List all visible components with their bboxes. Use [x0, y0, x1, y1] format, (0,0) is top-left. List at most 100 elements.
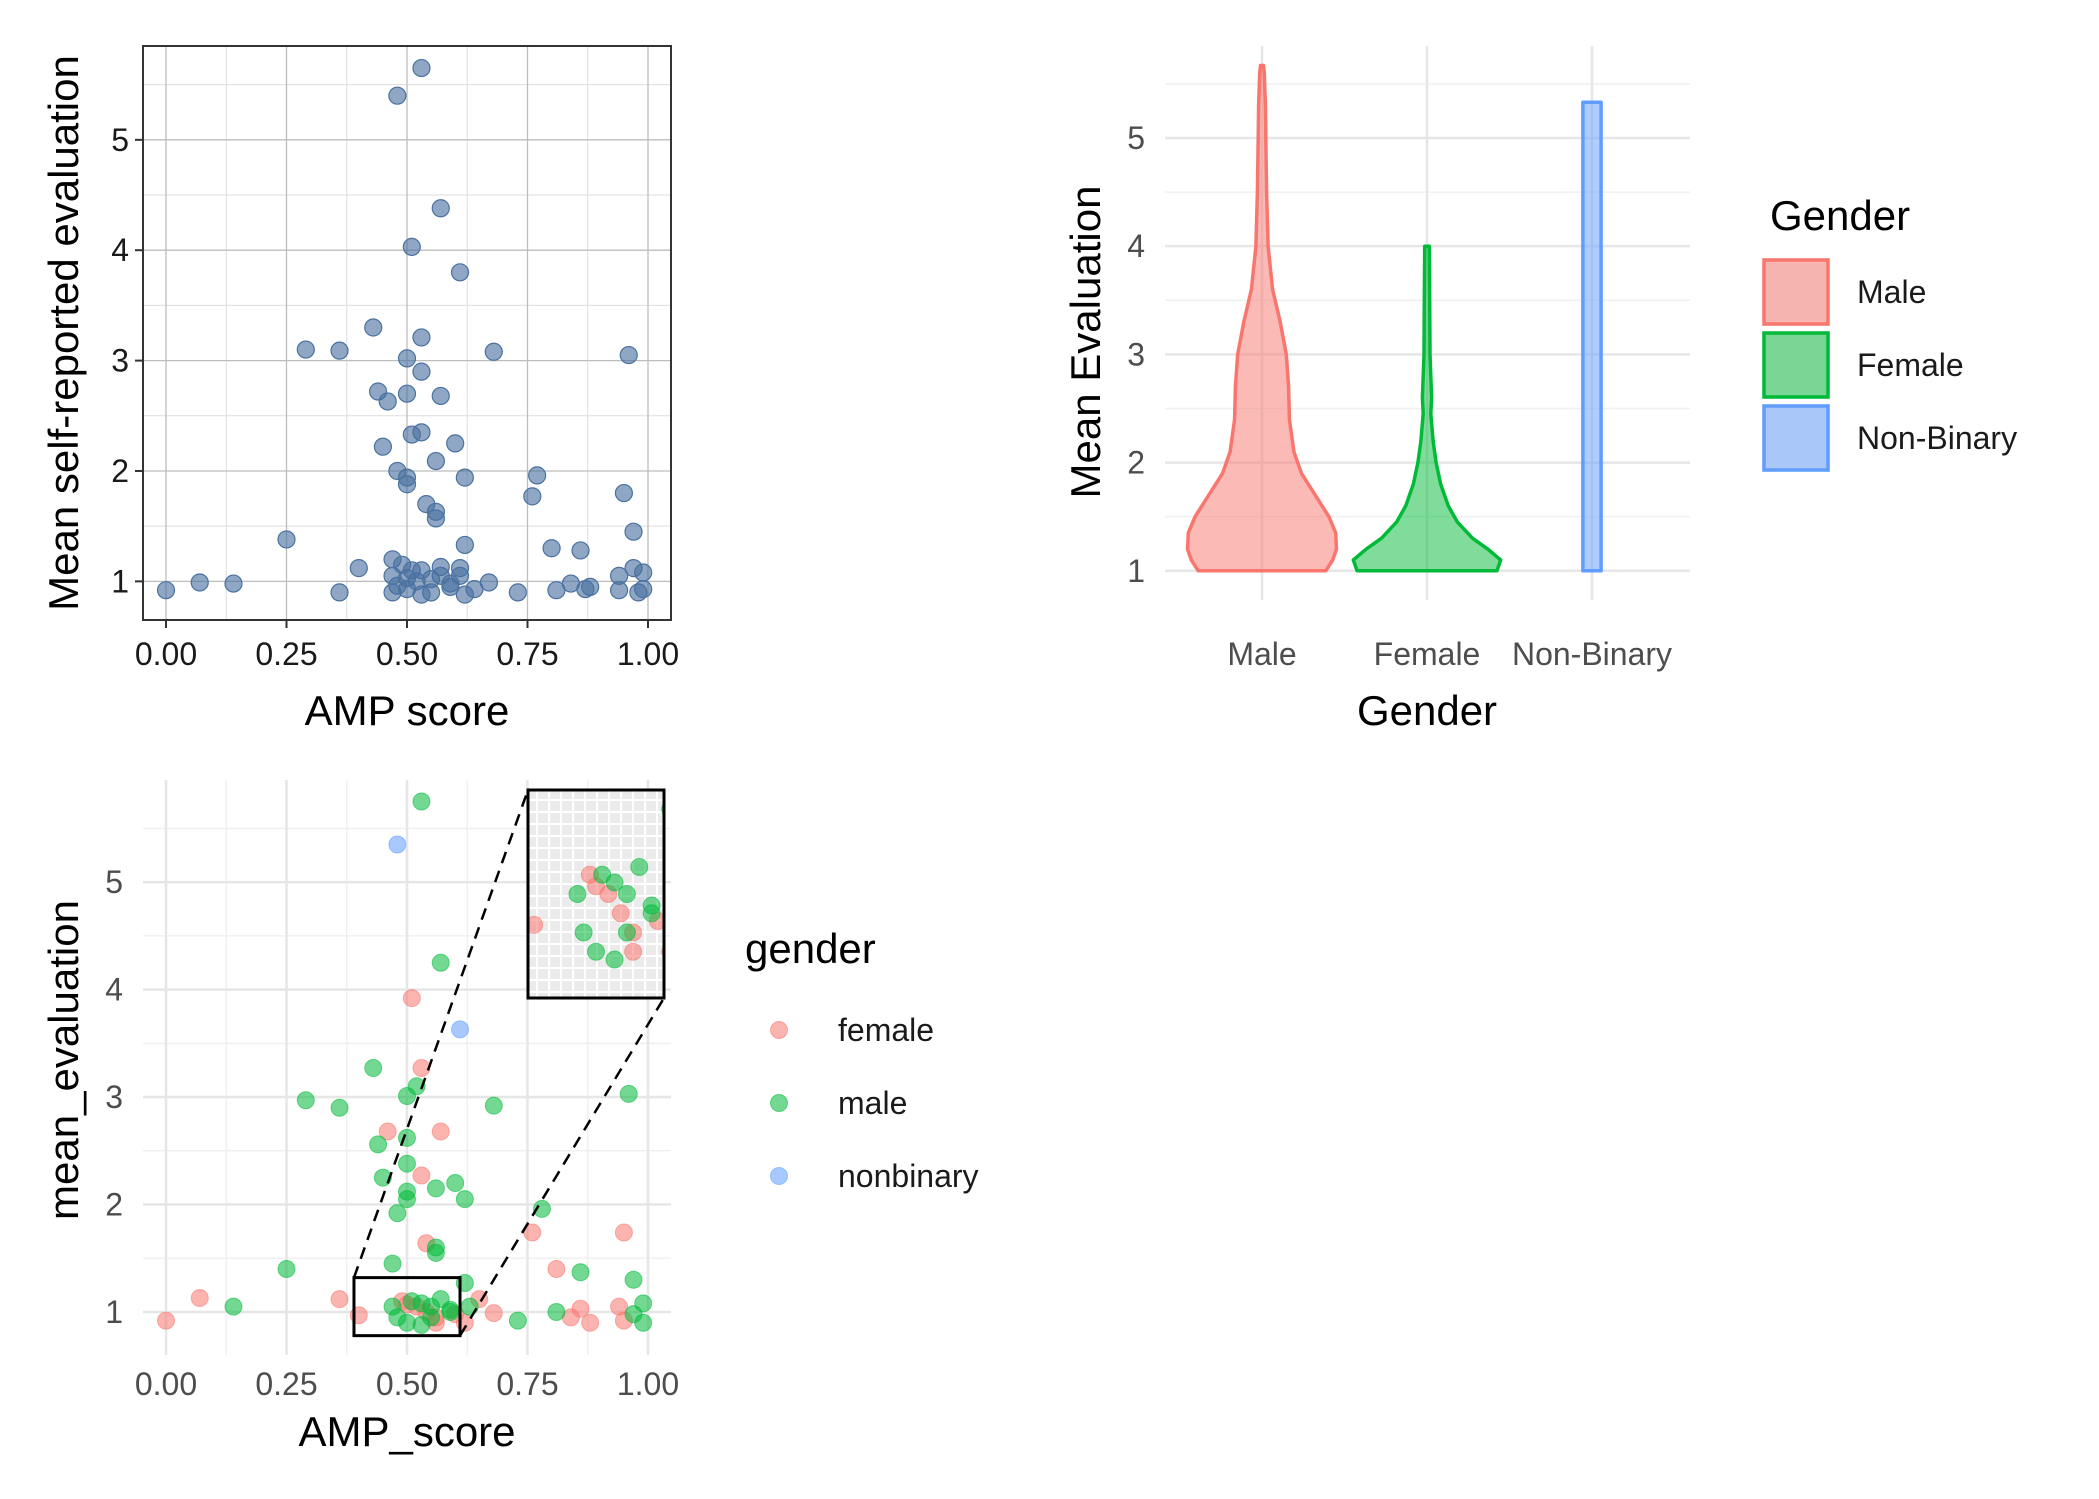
data-point — [614, 483, 634, 503]
violin-non-binary — [1581, 100, 1603, 573]
data-point — [402, 237, 421, 256]
legend-title: gender — [745, 925, 876, 972]
inset-point-male — [642, 896, 661, 915]
y-tick-label: 3 — [105, 1079, 123, 1115]
data-point-male — [446, 1174, 465, 1193]
data-point-female — [581, 1313, 600, 1332]
x-tick-label: 0.25 — [255, 1366, 317, 1402]
y-axis-title: Mean Evaluation — [1062, 186, 1109, 499]
x-tick-label: 0.00 — [135, 636, 197, 672]
data-point-male — [508, 1311, 527, 1330]
zoom-connector — [352, 789, 530, 1279]
y-tick-label: 4 — [1127, 228, 1145, 264]
data-point — [450, 263, 470, 282]
data-point-male — [422, 1308, 441, 1327]
x-tick-label: 0.50 — [376, 1366, 438, 1402]
data-point-male — [547, 1303, 566, 1322]
legend-label: Female — [1857, 347, 1964, 383]
data-point — [523, 487, 542, 506]
x-axis-title: AMP score — [305, 687, 510, 734]
points — [157, 792, 653, 1334]
data-point — [156, 581, 176, 600]
data-point-male — [224, 1297, 243, 1316]
data-point-male — [484, 1096, 503, 1115]
inset-point-male — [617, 885, 636, 903]
legend-key-female — [1762, 331, 1830, 399]
data-point-male — [277, 1260, 296, 1279]
data-point — [431, 386, 450, 406]
legend-title: Gender — [1770, 192, 1910, 239]
data-point — [455, 535, 474, 555]
violins — [1185, 63, 1603, 573]
data-point — [547, 581, 566, 600]
data-point-male — [398, 1086, 416, 1105]
data-point-female — [412, 1059, 431, 1078]
legend-label: nonbinary — [838, 1158, 979, 1194]
x-tick-label: 1.00 — [617, 1366, 679, 1402]
data-point-male — [412, 792, 431, 811]
inset-point-male — [605, 950, 624, 969]
data-point — [624, 522, 643, 541]
zoom-connector — [458, 997, 666, 1337]
y-tick-label: 4 — [105, 972, 123, 1008]
x-tick-label: 0.25 — [255, 636, 317, 672]
data-point-female — [412, 1166, 431, 1185]
legend-label: Non-Binary — [1857, 420, 2017, 456]
data-point — [528, 466, 547, 485]
panel-gender-violin: 1 2 3 4 5 Male Female Non-Binary Gender Mean Ev… — [1062, 46, 2017, 734]
panel-amp-scatter: 0.00 0.25 0.50 0.75 1.00 1 2 3 4 5 AMP score Mean… — [40, 45, 679, 734]
y-axis-title: mean_evaluation — [40, 900, 87, 1220]
data-point — [373, 437, 392, 456]
inset-point-male — [668, 886, 685, 903]
data-point-male — [431, 953, 450, 972]
data-point-male — [369, 1135, 388, 1154]
y-tick-label: 1 — [111, 563, 129, 599]
data-point-male — [330, 1098, 349, 1117]
data-point — [412, 58, 431, 78]
data-point-male — [619, 1084, 638, 1103]
data-point — [412, 328, 431, 347]
x-tick-label: 1.00 — [617, 636, 679, 672]
inset-point-male — [587, 942, 605, 961]
legend-key-female — [770, 1021, 788, 1039]
data-point — [542, 539, 561, 558]
x-tick-label: Non-Binary — [1512, 636, 1672, 672]
legend-label: female — [838, 1012, 934, 1048]
data-point-female — [484, 1304, 503, 1323]
data-point — [508, 583, 527, 602]
data-point-male — [634, 1313, 653, 1332]
data-point — [397, 349, 417, 368]
data-point-male — [441, 1300, 460, 1319]
points — [156, 58, 653, 604]
data-point — [446, 434, 465, 453]
zoom-inset — [352, 788, 685, 1338]
y-tick-label: 1 — [1127, 553, 1145, 589]
data-point — [224, 574, 243, 593]
y-tick-label: 1 — [105, 1294, 123, 1330]
inset-point-female — [528, 915, 544, 934]
inset-point-male — [630, 858, 649, 877]
data-point — [330, 341, 349, 360]
data-point-female — [190, 1289, 209, 1308]
y-tick-label: 5 — [105, 864, 123, 900]
x-axis-title: Gender — [1357, 687, 1497, 734]
data-point-male — [455, 1190, 474, 1209]
inset-points — [528, 802, 685, 969]
data-point — [455, 468, 474, 487]
x-tick-label: Male — [1227, 636, 1296, 672]
x-tick-label: 0.75 — [496, 1366, 558, 1402]
inset-point-male — [568, 885, 587, 903]
data-point — [397, 384, 417, 403]
data-point-male — [571, 1263, 590, 1282]
data-point-female — [547, 1260, 566, 1279]
data-point — [441, 577, 460, 596]
data-point — [388, 86, 407, 105]
legend-key-non-binary — [1762, 404, 1830, 472]
data-point-female — [402, 989, 421, 1008]
y-tick-label: 2 — [1127, 445, 1145, 481]
data-point — [609, 581, 629, 600]
legend-key-male — [770, 1094, 788, 1112]
data-point — [634, 563, 653, 582]
data-point — [426, 509, 446, 528]
